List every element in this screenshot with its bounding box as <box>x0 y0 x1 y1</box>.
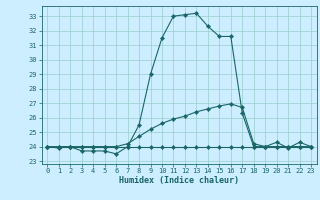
X-axis label: Humidex (Indice chaleur): Humidex (Indice chaleur) <box>119 176 239 185</box>
